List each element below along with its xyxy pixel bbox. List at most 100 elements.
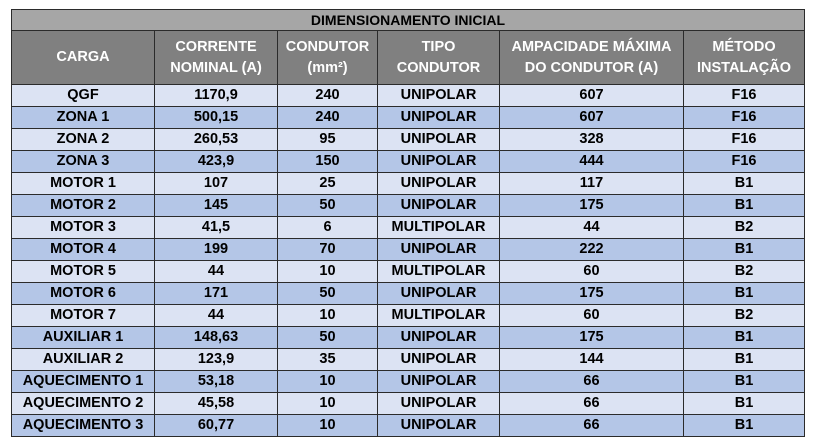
table-title-row: DIMENSIONAMENTO INICIAL bbox=[10, 9, 806, 31]
cell-metodo: B1 bbox=[682, 282, 806, 305]
table-row: AQUECIMENTO 2 45,58 10 UNIPOLAR 66 B1 bbox=[11, 392, 806, 415]
table-row: AQUECIMENTO 3 60,77 10 UNIPOLAR 66 B1 bbox=[11, 414, 806, 437]
column-header-metodo-instalacao: MÉTODO INSTALAÇÃO bbox=[682, 30, 806, 85]
table-body: QGF 1170,9 240 UNIPOLAR 607 F16 ZONA 1 5… bbox=[11, 84, 806, 437]
cell-carga: MOTOR 6 bbox=[11, 282, 155, 305]
cell-corrente-nominal: 41,5 bbox=[154, 216, 278, 239]
cell-carga: MOTOR 2 bbox=[11, 194, 155, 217]
table-row: ZONA 2 260,53 95 UNIPOLAR 328 F16 bbox=[11, 128, 806, 151]
cell-corrente-nominal: 148,63 bbox=[154, 326, 278, 349]
cell-ampacidade: 66 bbox=[499, 414, 684, 437]
cell-metodo: B1 bbox=[682, 348, 806, 371]
cell-corrente-nominal: 44 bbox=[154, 260, 278, 283]
cell-ampacidade: 60 bbox=[499, 304, 684, 327]
cell-condutor: 150 bbox=[277, 150, 378, 173]
column-header-line2: DO CONDUTOR (A) bbox=[524, 59, 659, 76]
cell-metodo: F16 bbox=[682, 150, 806, 173]
cell-ampacidade: 66 bbox=[499, 392, 684, 415]
table-row: QGF 1170,9 240 UNIPOLAR 607 F16 bbox=[11, 84, 806, 107]
cell-metodo: B1 bbox=[682, 370, 806, 393]
column-header-line2: INSTALAÇÃO bbox=[697, 59, 791, 76]
cell-tipo-condutor: UNIPOLAR bbox=[377, 282, 500, 305]
cell-metodo: B1 bbox=[682, 414, 806, 437]
column-header-line2: (mm²) bbox=[307, 59, 348, 76]
column-header-corrente-nominal: CORRENTE NOMINAL (A) bbox=[154, 30, 278, 85]
cell-ampacidade: 144 bbox=[499, 348, 684, 371]
column-header-line1: CORRENTE bbox=[175, 38, 257, 55]
cell-tipo-condutor: UNIPOLAR bbox=[377, 172, 500, 195]
cell-tipo-condutor: UNIPOLAR bbox=[377, 84, 500, 107]
cell-condutor: 95 bbox=[277, 128, 378, 151]
cell-corrente-nominal: 107 bbox=[154, 172, 278, 195]
column-header-line2: NOMINAL (A) bbox=[170, 59, 262, 76]
cell-metodo: B2 bbox=[682, 260, 806, 283]
cell-ampacidade: 175 bbox=[499, 194, 684, 217]
cell-metodo: B1 bbox=[682, 326, 806, 349]
column-header-line1: TIPO bbox=[421, 38, 456, 55]
cell-corrente-nominal: 45,58 bbox=[154, 392, 278, 415]
table-title: DIMENSIONAMENTO INICIAL bbox=[10, 9, 806, 31]
cell-corrente-nominal: 53,18 bbox=[154, 370, 278, 393]
column-header-line1: CARGA bbox=[56, 49, 110, 65]
table-row: MOTOR 2 145 50 UNIPOLAR 175 B1 bbox=[11, 194, 806, 217]
table-row: AUXILIAR 1 148,63 50 UNIPOLAR 175 B1 bbox=[11, 326, 806, 349]
cell-carga: AQUECIMENTO 1 bbox=[11, 370, 155, 393]
cell-condutor: 50 bbox=[277, 282, 378, 305]
cell-metodo: B1 bbox=[682, 392, 806, 415]
cell-condutor: 10 bbox=[277, 392, 378, 415]
cell-tipo-condutor: UNIPOLAR bbox=[377, 128, 500, 151]
cell-condutor: 10 bbox=[277, 304, 378, 327]
cell-carga: MOTOR 3 bbox=[11, 216, 155, 239]
cell-condutor: 70 bbox=[277, 238, 378, 261]
cell-carga: ZONA 1 bbox=[11, 106, 155, 129]
cell-condutor: 6 bbox=[277, 216, 378, 239]
table-row: MOTOR 3 41,5 6 MULTIPOLAR 44 B2 bbox=[11, 216, 806, 239]
cell-metodo: B1 bbox=[682, 172, 806, 195]
table-header-row: CARGA CORRENTE NOMINAL (A) CONDUTOR (mm²… bbox=[11, 30, 806, 85]
dimensioning-table: DIMENSIONAMENTO INICIAL CARGA CORRENTE N… bbox=[10, 9, 806, 437]
cell-corrente-nominal: 1170,9 bbox=[154, 84, 278, 107]
cell-tipo-condutor: MULTIPOLAR bbox=[377, 216, 500, 239]
cell-tipo-condutor: UNIPOLAR bbox=[377, 348, 500, 371]
cell-condutor: 25 bbox=[277, 172, 378, 195]
cell-tipo-condutor: UNIPOLAR bbox=[377, 414, 500, 437]
column-header-line2: CONDUTOR bbox=[396, 59, 481, 76]
table-row: AQUECIMENTO 1 53,18 10 UNIPOLAR 66 B1 bbox=[11, 370, 806, 393]
cell-condutor: 240 bbox=[277, 84, 378, 107]
table-row: AUXILIAR 2 123,9 35 UNIPOLAR 144 B1 bbox=[11, 348, 806, 371]
cell-metodo: B2 bbox=[682, 216, 806, 239]
cell-corrente-nominal: 123,9 bbox=[154, 348, 278, 371]
cell-condutor: 35 bbox=[277, 348, 378, 371]
cell-tipo-condutor: UNIPOLAR bbox=[377, 150, 500, 173]
table-row: MOTOR 1 107 25 UNIPOLAR 117 B1 bbox=[11, 172, 806, 195]
column-header-line1: MÉTODO bbox=[712, 38, 776, 55]
cell-ampacidade: 328 bbox=[499, 128, 684, 151]
column-header-line1: CONDUTOR bbox=[285, 38, 370, 55]
cell-condutor: 10 bbox=[277, 414, 378, 437]
cell-condutor: 50 bbox=[277, 194, 378, 217]
cell-carga: AQUECIMENTO 3 bbox=[11, 414, 155, 437]
cell-ampacidade: 117 bbox=[499, 172, 684, 195]
table-row: ZONA 1 500,15 240 UNIPOLAR 607 F16 bbox=[11, 106, 806, 129]
cell-ampacidade: 222 bbox=[499, 238, 684, 261]
cell-metodo: B1 bbox=[682, 194, 806, 217]
cell-metodo: F16 bbox=[682, 84, 806, 107]
cell-carga: MOTOR 5 bbox=[11, 260, 155, 283]
table-row: MOTOR 4 199 70 UNIPOLAR 222 B1 bbox=[11, 238, 806, 261]
cell-metodo: F16 bbox=[682, 128, 806, 151]
cell-ampacidade: 175 bbox=[499, 282, 684, 305]
cell-carga: ZONA 3 bbox=[11, 150, 155, 173]
cell-metodo: F16 bbox=[682, 106, 806, 129]
cell-carga: MOTOR 1 bbox=[11, 172, 155, 195]
cell-tipo-condutor: UNIPOLAR bbox=[377, 326, 500, 349]
cell-condutor: 10 bbox=[277, 370, 378, 393]
column-header-carga: CARGA bbox=[11, 30, 155, 85]
cell-ampacidade: 66 bbox=[499, 370, 684, 393]
cell-corrente-nominal: 171 bbox=[154, 282, 278, 305]
cell-corrente-nominal: 60,77 bbox=[154, 414, 278, 437]
cell-ampacidade: 607 bbox=[499, 106, 684, 129]
column-header-tipo-condutor: TIPO CONDUTOR bbox=[377, 30, 500, 85]
cell-metodo: B1 bbox=[682, 238, 806, 261]
table-row: MOTOR 6 171 50 UNIPOLAR 175 B1 bbox=[11, 282, 806, 305]
cell-carga: ZONA 2 bbox=[11, 128, 155, 151]
